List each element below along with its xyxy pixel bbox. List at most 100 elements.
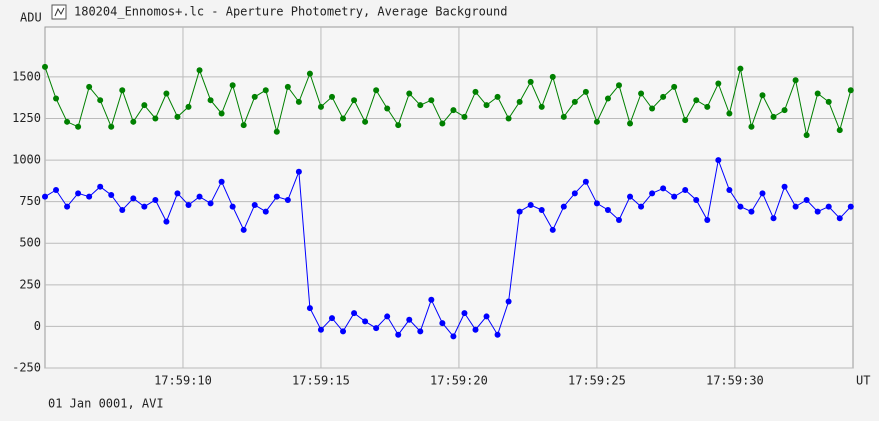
data-point	[615, 82, 622, 89]
data-point	[472, 326, 479, 333]
data-point	[141, 102, 148, 109]
data-point	[737, 203, 744, 210]
data-point	[560, 203, 567, 210]
data-point	[461, 113, 468, 120]
data-point	[218, 110, 225, 117]
data-point	[152, 115, 159, 122]
data-point	[340, 115, 347, 122]
data-point	[770, 215, 777, 222]
data-point	[262, 208, 269, 215]
data-point	[174, 190, 181, 197]
data-point	[251, 201, 258, 208]
x-tick-label: 17:59:15	[292, 374, 350, 388]
data-point	[64, 203, 71, 210]
data-point	[86, 83, 93, 90]
data-point	[704, 103, 711, 110]
data-point	[638, 203, 645, 210]
data-point	[660, 185, 667, 192]
footer: 01 Jan 0001, AVI	[48, 397, 164, 411]
data-point	[726, 110, 733, 117]
data-point	[538, 103, 545, 110]
data-point	[759, 190, 766, 197]
data-point	[417, 102, 424, 109]
data-point	[825, 203, 832, 210]
data-point	[362, 318, 369, 325]
data-point	[395, 122, 402, 129]
data-point	[737, 65, 744, 72]
data-point	[671, 193, 678, 200]
x-tick-label: 17:59:20	[430, 374, 488, 388]
x-tick-label: 17:59:25	[568, 374, 626, 388]
data-point	[340, 328, 347, 335]
data-point	[141, 203, 148, 210]
data-point	[207, 200, 214, 207]
data-point	[748, 123, 755, 130]
data-point	[748, 208, 755, 215]
plot-area	[44, 26, 854, 369]
data-point	[825, 98, 832, 105]
y-tick-label: -250	[12, 361, 41, 375]
data-point	[284, 83, 291, 90]
data-point	[450, 107, 457, 114]
data-point	[627, 193, 634, 200]
data-point	[417, 328, 424, 335]
data-point	[295, 98, 302, 105]
data-point	[693, 196, 700, 203]
data-point	[185, 103, 192, 110]
data-point	[207, 97, 214, 104]
data-point	[560, 113, 567, 120]
data-point	[571, 190, 578, 197]
data-point	[373, 87, 380, 94]
data-point	[538, 206, 545, 213]
data-point	[781, 183, 788, 190]
data-point	[505, 298, 512, 305]
data-point	[317, 326, 324, 333]
data-point	[152, 196, 159, 203]
data-point	[295, 168, 302, 175]
data-point	[604, 95, 611, 102]
data-point	[682, 117, 689, 124]
data-point	[428, 97, 435, 104]
data-point	[638, 90, 645, 97]
data-point	[108, 123, 115, 130]
data-point	[328, 315, 335, 322]
data-point	[439, 320, 446, 327]
y-axis-label: ADU	[20, 11, 42, 25]
data-point	[42, 63, 48, 70]
data-point	[483, 313, 490, 320]
data-point	[306, 70, 313, 77]
data-point	[240, 122, 247, 129]
data-point	[549, 226, 556, 233]
data-point	[571, 98, 578, 105]
y-tick-label: 0	[34, 319, 41, 333]
data-point	[836, 215, 843, 222]
data-point	[384, 105, 391, 112]
data-point	[803, 132, 810, 139]
data-point	[42, 193, 48, 200]
y-tick-label: 750	[19, 194, 41, 208]
data-point	[516, 98, 523, 105]
data-point	[627, 120, 634, 127]
data-point	[306, 305, 313, 312]
data-point	[604, 206, 611, 213]
y-tick-label: 1000	[12, 153, 41, 167]
data-point	[163, 90, 170, 97]
data-point	[362, 118, 369, 125]
data-point	[660, 93, 667, 100]
data-point	[97, 183, 104, 190]
data-point	[770, 113, 777, 120]
data-point	[715, 157, 722, 164]
data-point	[75, 123, 82, 130]
data-point	[185, 201, 192, 208]
data-point	[649, 105, 656, 112]
data-point	[229, 203, 236, 210]
data-point	[328, 93, 335, 100]
data-point	[273, 193, 280, 200]
x-axis-label: UT	[856, 374, 870, 388]
data-point	[351, 310, 358, 317]
data-point	[682, 187, 689, 194]
data-point	[847, 203, 854, 210]
data-point	[317, 103, 324, 110]
data-point	[847, 87, 854, 94]
